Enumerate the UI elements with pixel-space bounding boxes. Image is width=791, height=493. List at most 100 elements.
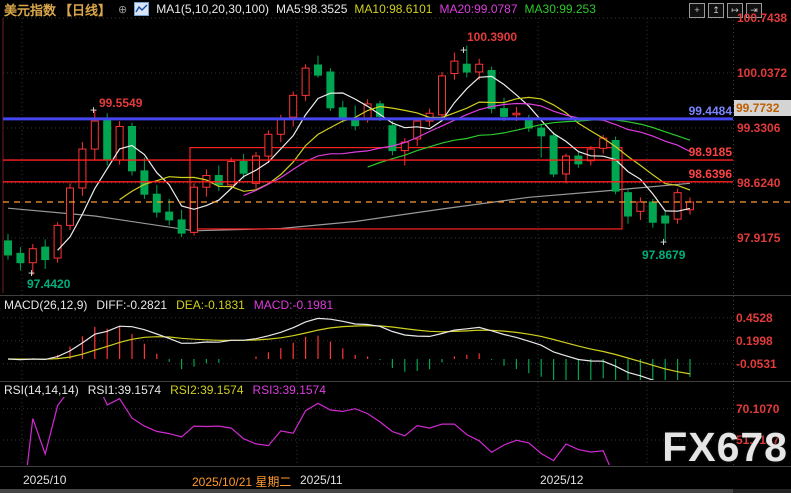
time-axis-label: 2025/12: [540, 473, 584, 487]
ma100-line: [7, 182, 691, 232]
ma20-value: MA20:99.0787: [439, 2, 518, 16]
candle: [301, 67, 310, 96]
panel-divider[interactable]: [0, 381, 791, 382]
panel-divider[interactable]: [0, 295, 791, 296]
ma20-line: [243, 102, 691, 196]
candle: [462, 63, 471, 73]
candle: [214, 175, 223, 186]
swing-marker-icon: +: [90, 103, 98, 117]
macd-macd-value: MACD:-0.1981: [253, 298, 334, 312]
candle: [376, 103, 384, 117]
candle: [500, 108, 508, 117]
period-label[interactable]: 【日线】: [59, 2, 112, 18]
candle: [413, 120, 422, 140]
shift-right-icon[interactable]: ⇥: [746, 3, 762, 18]
cursor-price-tag: 99.7732: [734, 100, 791, 116]
price-axis-label: 98.6240: [737, 176, 781, 190]
rsi-axis-label: 70.1070: [736, 402, 780, 416]
macd-dea-value: DEA:-0.1831: [176, 298, 245, 312]
swing-low-annotation: 97.8679: [642, 248, 686, 262]
candle: [475, 63, 484, 73]
price-axis-label: 100.7438: [737, 11, 788, 25]
macd-axis-label: 0.4528: [736, 311, 773, 325]
macd-title[interactable]: MACD(26,12,9): [4, 298, 88, 312]
swing-marker-icon: +: [460, 43, 468, 57]
candle: [289, 94, 298, 118]
alert-upper-label[interactable]: 98.9185: [688, 145, 732, 159]
chart-toolbar: + ↥ ↦ ⇥: [689, 3, 762, 18]
candle: [16, 252, 25, 264]
dea-line: [7, 325, 691, 375]
candle: [53, 224, 62, 259]
candle: [264, 133, 273, 157]
candle: [537, 127, 546, 137]
macd-axis-label: 0.1998: [736, 334, 773, 348]
cursor-date-tag: 2025/10/21 星期二: [192, 475, 292, 489]
ma5-value: MA5:98.3525: [276, 2, 348, 16]
candle: [177, 219, 186, 234]
candle: [227, 161, 236, 186]
candle: [661, 215, 670, 224]
candle: [4, 240, 12, 256]
ma-settings-label: MA1(5,10,20,30,100): [156, 2, 269, 16]
candle: [648, 201, 657, 223]
panel-divider[interactable]: [0, 466, 791, 467]
diff-line: [7, 317, 655, 380]
candle: [562, 155, 570, 175]
scrollbar-thumb[interactable]: [0, 489, 733, 493]
ma30-line: [367, 118, 691, 168]
pan-tool-icon[interactable]: +: [689, 3, 705, 18]
line-chart-icon[interactable]: [134, 2, 150, 16]
candle: [66, 187, 74, 226]
blue-line-label[interactable]: 99.4484: [688, 104, 732, 118]
candle: [78, 148, 87, 189]
macd-axis-label: -0.0531: [736, 357, 777, 371]
candle: [41, 246, 50, 261]
swing-high-annotation: 99.5549: [99, 96, 143, 110]
time-scrollbar[interactable]: [0, 489, 791, 493]
time-axis-label: 2025/10: [23, 473, 67, 487]
price-axis-label: 97.9175: [737, 231, 781, 245]
price-axis-label: 100.0372: [737, 66, 788, 80]
y-axis-scale-icon[interactable]: ↥: [708, 3, 724, 18]
rsi3-value: RSI3:39.1574: [252, 383, 326, 397]
candle: [611, 140, 620, 192]
candle: [128, 125, 136, 172]
swing-high-annotation: 100.3900: [467, 30, 518, 44]
price-axis-label: 99.3306: [737, 121, 781, 135]
candle: [103, 118, 112, 161]
rsi-panel: [26, 397, 610, 465]
ma10-value: MA10:98.6101: [354, 2, 433, 16]
alert-lower-label[interactable]: 98.6396: [688, 167, 732, 181]
candle: [326, 71, 335, 109]
candle: [450, 60, 459, 75]
rsi-axis-label: 51.3147: [736, 433, 780, 447]
symbol-name[interactable]: 美元指数: [4, 2, 57, 18]
time-axis-label: 2025/11: [300, 473, 343, 487]
candle: [636, 201, 645, 212]
candle: [152, 193, 161, 213]
ma30-value: MA30:99.253: [524, 2, 596, 16]
macd-diff-value: DIFF:-0.2821: [96, 298, 168, 312]
add-indicator-icon[interactable]: ⊕: [118, 3, 128, 16]
x-axis-scale-icon[interactable]: ↦: [727, 3, 743, 18]
swing-low-annotation: 97.4420: [27, 277, 71, 291]
candle: [165, 211, 174, 221]
rsi-header: RSI(14,14,14) RSI1:39.1574 RSI2:39.1574 …: [4, 383, 326, 397]
rsi-title[interactable]: RSI(14,14,14): [4, 383, 79, 397]
ma10-line: [119, 96, 691, 201]
candle: [90, 120, 99, 150]
rsi1-value: RSI1:39.1574: [87, 383, 162, 397]
rsi2-value: RSI2:39.1574: [170, 383, 244, 397]
candle: [115, 125, 124, 161]
candle: [239, 161, 248, 174]
candle: [673, 192, 682, 220]
macd-panel: [7, 317, 691, 380]
candle: [28, 248, 37, 264]
swing-marker-icon: +: [660, 235, 668, 249]
candle: [487, 69, 496, 110]
candle: [549, 135, 558, 175]
candle: [438, 75, 446, 116]
